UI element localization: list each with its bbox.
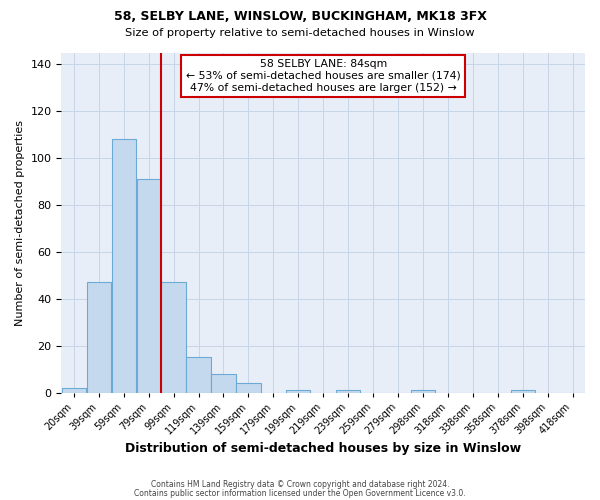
Bar xyxy=(137,179,161,392)
Text: Size of property relative to semi-detached houses in Winslow: Size of property relative to semi-detach… xyxy=(125,28,475,38)
Bar xyxy=(62,388,86,392)
Bar xyxy=(286,390,310,392)
Bar xyxy=(112,140,136,392)
Bar xyxy=(411,390,435,392)
Bar xyxy=(236,383,260,392)
Text: 58, SELBY LANE, WINSLOW, BUCKINGHAM, MK18 3FX: 58, SELBY LANE, WINSLOW, BUCKINGHAM, MK1… xyxy=(113,10,487,23)
Bar xyxy=(187,358,211,392)
Y-axis label: Number of semi-detached properties: Number of semi-detached properties xyxy=(15,120,25,326)
Bar xyxy=(86,282,111,393)
Bar xyxy=(211,374,236,392)
X-axis label: Distribution of semi-detached houses by size in Winslow: Distribution of semi-detached houses by … xyxy=(125,442,521,455)
Text: 58 SELBY LANE: 84sqm
← 53% of semi-detached houses are smaller (174)
47% of semi: 58 SELBY LANE: 84sqm ← 53% of semi-detac… xyxy=(186,60,461,92)
Bar xyxy=(336,390,360,392)
Text: Contains public sector information licensed under the Open Government Licence v3: Contains public sector information licen… xyxy=(134,488,466,498)
Bar xyxy=(511,390,535,392)
Bar xyxy=(161,282,186,393)
Text: Contains HM Land Registry data © Crown copyright and database right 2024.: Contains HM Land Registry data © Crown c… xyxy=(151,480,449,489)
